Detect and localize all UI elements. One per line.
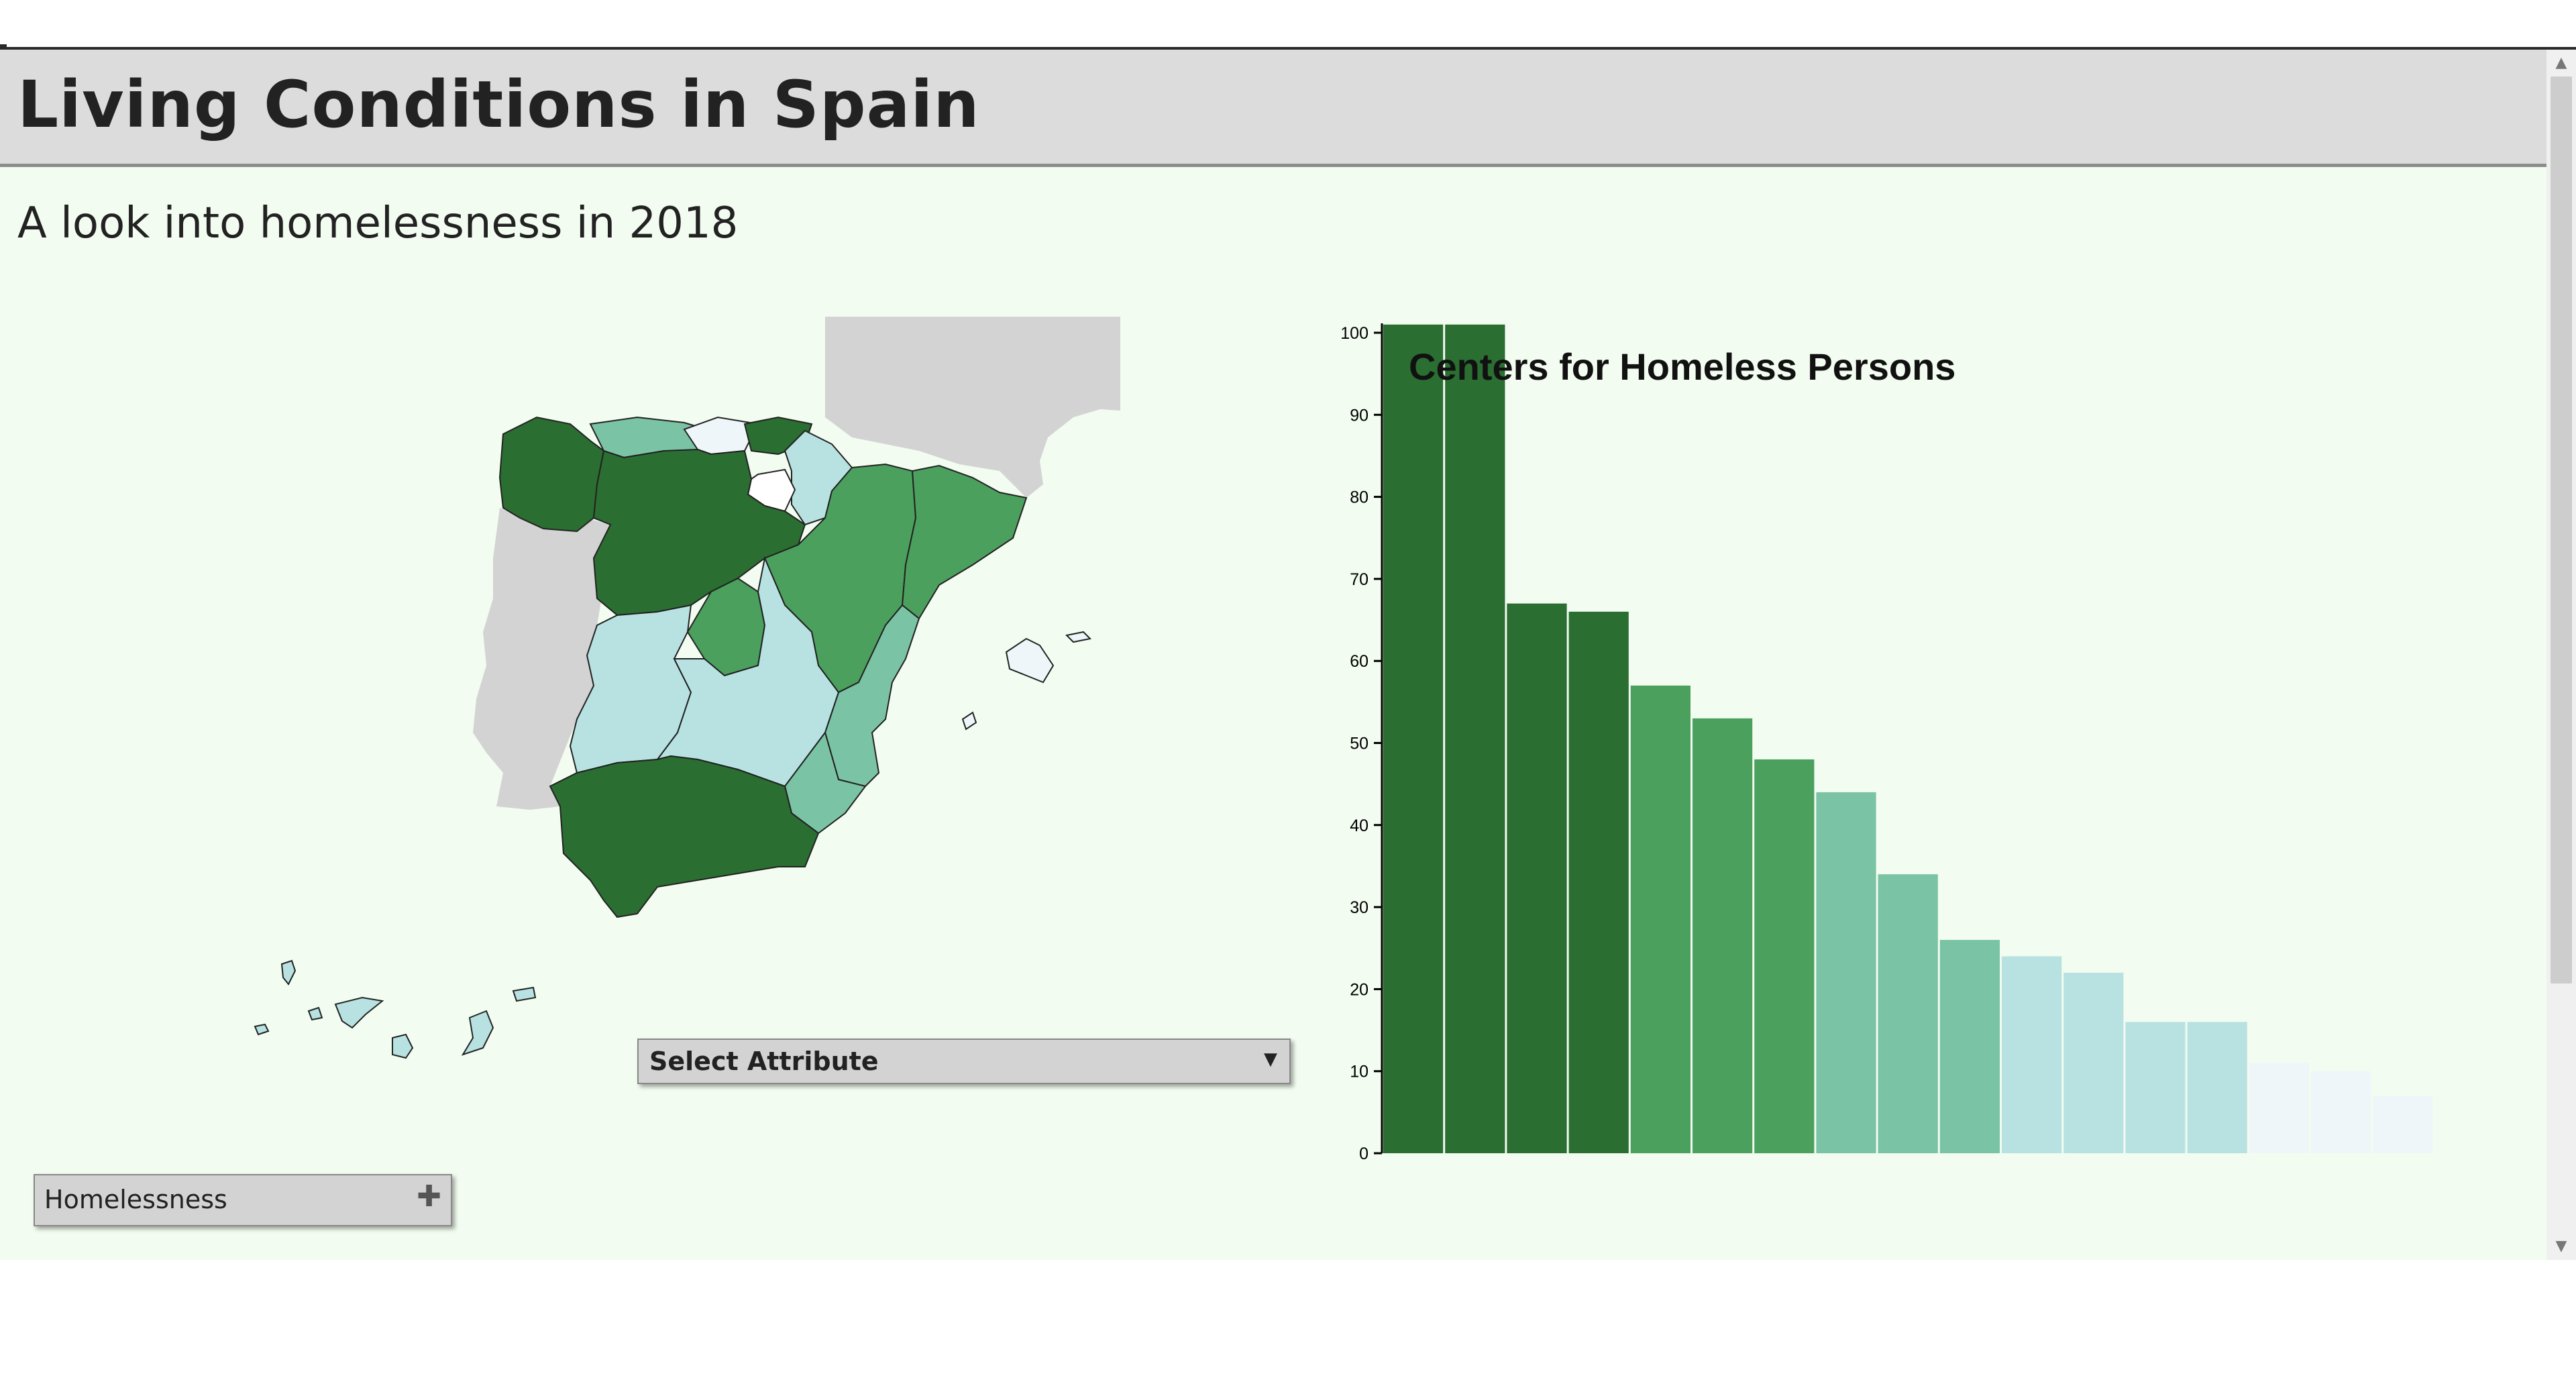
y-tick-label: 20 xyxy=(1350,980,1368,999)
attribute-select[interactable]: Select Attribute ▼ xyxy=(637,1039,1291,1084)
spain-choropleth-map xyxy=(254,317,1120,1059)
y-tick-label: 40 xyxy=(1350,816,1368,835)
y-tick-label: 60 xyxy=(1350,652,1368,671)
region-balearic-islands[interactable] xyxy=(1005,637,1055,684)
region-menorca[interactable] xyxy=(1065,631,1092,643)
bars-group xyxy=(1383,324,2433,1153)
homelessness-accordion[interactable]: Homelessness ✚ xyxy=(34,1174,452,1226)
region-ibiza[interactable] xyxy=(961,711,977,731)
y-tick-label: 0 xyxy=(1359,1145,1368,1163)
region-andalusia[interactable] xyxy=(549,755,820,918)
scroll-thumb[interactable] xyxy=(2551,76,2572,984)
homelessness-accordion-label: Homelessness xyxy=(44,1185,227,1214)
region-canary-islands-1[interactable] xyxy=(280,959,297,986)
bar[interactable] xyxy=(1383,324,1444,1153)
region-canary-islands-7[interactable] xyxy=(254,1023,270,1036)
y-tick-label: 80 xyxy=(1350,488,1368,507)
expand-plus-icon[interactable]: ✚ xyxy=(417,1179,441,1214)
region-canary-islands-3[interactable] xyxy=(334,996,384,1029)
bar[interactable] xyxy=(1630,685,1690,1153)
page-subtitle: A look into homelessness in 2018 xyxy=(17,199,739,248)
page-header: Living Conditions in Spain xyxy=(0,50,2546,167)
y-tick-label: 50 xyxy=(1350,735,1368,753)
vertical-scrollbar[interactable]: ▲ ▼ xyxy=(2546,50,2576,1260)
region-canary-islands-4[interactable] xyxy=(392,1033,414,1059)
page-title: Living Conditions in Spain xyxy=(17,67,980,142)
region-navarre[interactable] xyxy=(784,429,853,526)
homeless-centers-bar-chart: 0 10 20 30 40 50 60 70 80 90 100 Centers for Homel… xyxy=(1340,323,2433,1163)
bar[interactable] xyxy=(2063,972,2124,1153)
region-canary-islands-5[interactable] xyxy=(461,1010,494,1056)
bar[interactable] xyxy=(1754,759,1815,1153)
bar[interactable] xyxy=(1816,792,1876,1153)
y-axis: 0 10 20 30 40 50 60 70 80 90 100 xyxy=(1340,323,1383,1163)
attribute-select-label: Select Attribute xyxy=(649,1047,879,1076)
portugal-region xyxy=(473,508,610,810)
chevron-down-icon: ▼ xyxy=(1264,1049,1277,1069)
window-corner-mark xyxy=(0,44,7,47)
bar[interactable] xyxy=(2187,1022,2247,1153)
france-region xyxy=(825,317,1120,498)
bar[interactable] xyxy=(2125,1022,2186,1153)
bar[interactable] xyxy=(1445,324,1505,1153)
scroll-down-arrow-icon[interactable]: ▼ xyxy=(2555,1238,2567,1255)
bar[interactable] xyxy=(1568,611,1629,1153)
window-top-border xyxy=(0,47,2576,50)
y-tick-label: 90 xyxy=(1350,406,1368,425)
y-tick-label: 100 xyxy=(1340,324,1368,343)
bar[interactable] xyxy=(2373,1096,2433,1153)
region-canary-islands-6[interactable] xyxy=(512,986,537,1002)
y-tick-label: 70 xyxy=(1350,570,1368,589)
chart-title: Centers for Homeless Persons xyxy=(1409,346,1955,388)
y-tick-label: 10 xyxy=(1350,1063,1368,1081)
region-catalonia[interactable] xyxy=(901,464,1028,620)
page-content: Living Conditions in Spain A look into h… xyxy=(0,50,2546,1260)
bar[interactable] xyxy=(1878,874,1938,1153)
scroll-up-arrow-icon[interactable]: ▲ xyxy=(2555,54,2567,71)
bar[interactable] xyxy=(1693,718,1753,1153)
region-canary-islands-2[interactable] xyxy=(307,1006,323,1021)
region-galicia[interactable] xyxy=(498,416,605,533)
bar[interactable] xyxy=(2249,1063,2309,1153)
y-tick-label: 30 xyxy=(1350,898,1368,917)
bar[interactable] xyxy=(1939,940,2000,1153)
bar[interactable] xyxy=(2311,1071,2371,1153)
bar[interactable] xyxy=(1507,603,1567,1153)
bar[interactable] xyxy=(2002,956,2062,1153)
